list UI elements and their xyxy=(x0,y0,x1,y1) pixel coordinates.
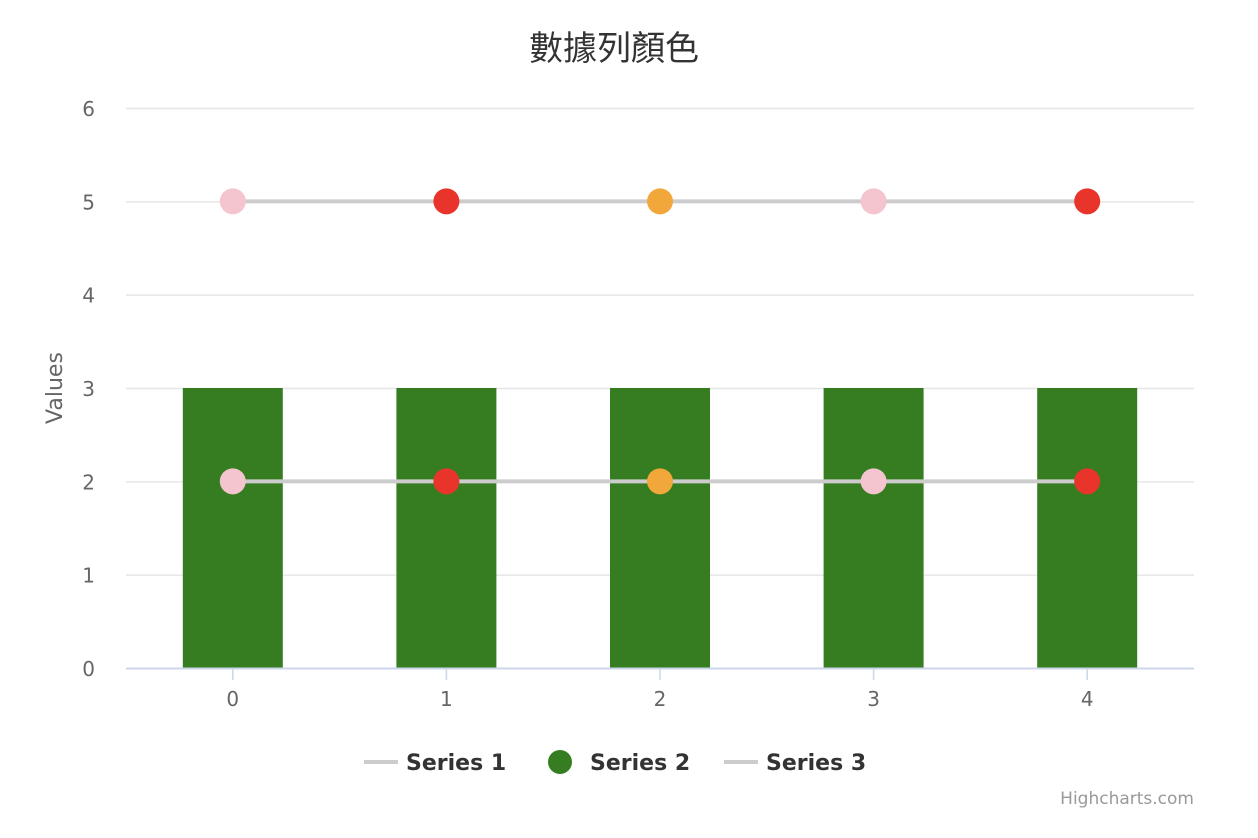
y-axis-tick-labels: 0 1 2 3 4 5 6 xyxy=(82,97,95,681)
point-series-1-0[interactable] xyxy=(219,468,246,495)
legend: Series 1 Series 2 Series 3 xyxy=(364,750,866,776)
legend-label: Series 2 xyxy=(590,751,690,776)
point-series-3-1[interactable] xyxy=(433,188,460,215)
y-tick-label: 6 xyxy=(82,97,95,121)
credits-link[interactable]: Highcharts.com xyxy=(1060,789,1194,809)
bar-series xyxy=(182,388,1138,668)
point-series-1-4[interactable] xyxy=(1074,468,1101,495)
y-tick-label: 5 xyxy=(82,190,95,214)
point-series-3-3[interactable] xyxy=(860,188,887,215)
point-series-1-2[interactable] xyxy=(647,468,673,495)
y-tick-label: 3 xyxy=(82,377,95,401)
x-tick-label: 3 xyxy=(867,687,880,711)
line-points xyxy=(219,188,1101,495)
x-axis-ticks: 0 1 2 3 4 xyxy=(226,668,1094,711)
point-series-1-1[interactable] xyxy=(433,468,460,495)
chart-title: 數據列顏色 xyxy=(529,29,699,69)
legend-label: Series 1 xyxy=(406,751,506,776)
legend-item-series-3[interactable]: Series 3 xyxy=(724,751,866,776)
point-series-1-3[interactable] xyxy=(860,468,887,495)
bar-series-2-1[interactable] xyxy=(396,388,497,668)
legend-label: Series 3 xyxy=(766,751,866,776)
legend-circle-symbol xyxy=(548,750,572,774)
bar-series-2-2[interactable] xyxy=(610,388,710,668)
x-tick-label: 4 xyxy=(1081,687,1094,711)
y-tick-label: 0 xyxy=(82,657,95,681)
legend-item-series-2[interactable]: Series 2 xyxy=(548,750,690,776)
y-tick-label: 4 xyxy=(82,284,95,308)
point-series-3-0[interactable] xyxy=(219,188,246,215)
x-tick-label: 1 xyxy=(440,687,453,711)
x-tick-label: 0 xyxy=(226,687,239,711)
x-tick-label: 2 xyxy=(654,687,667,711)
y-axis-title: Values xyxy=(43,352,68,424)
legend-item-series-1[interactable]: Series 1 xyxy=(364,751,506,776)
point-series-3-4[interactable] xyxy=(1074,188,1101,215)
bar-series-2-3[interactable] xyxy=(823,388,924,668)
bar-series-2-0[interactable] xyxy=(182,388,283,668)
point-series-3-2[interactable] xyxy=(647,188,673,215)
y-tick-label: 2 xyxy=(82,470,95,494)
bar-series-2-4[interactable] xyxy=(1037,388,1138,668)
y-tick-label: 1 xyxy=(82,564,95,588)
